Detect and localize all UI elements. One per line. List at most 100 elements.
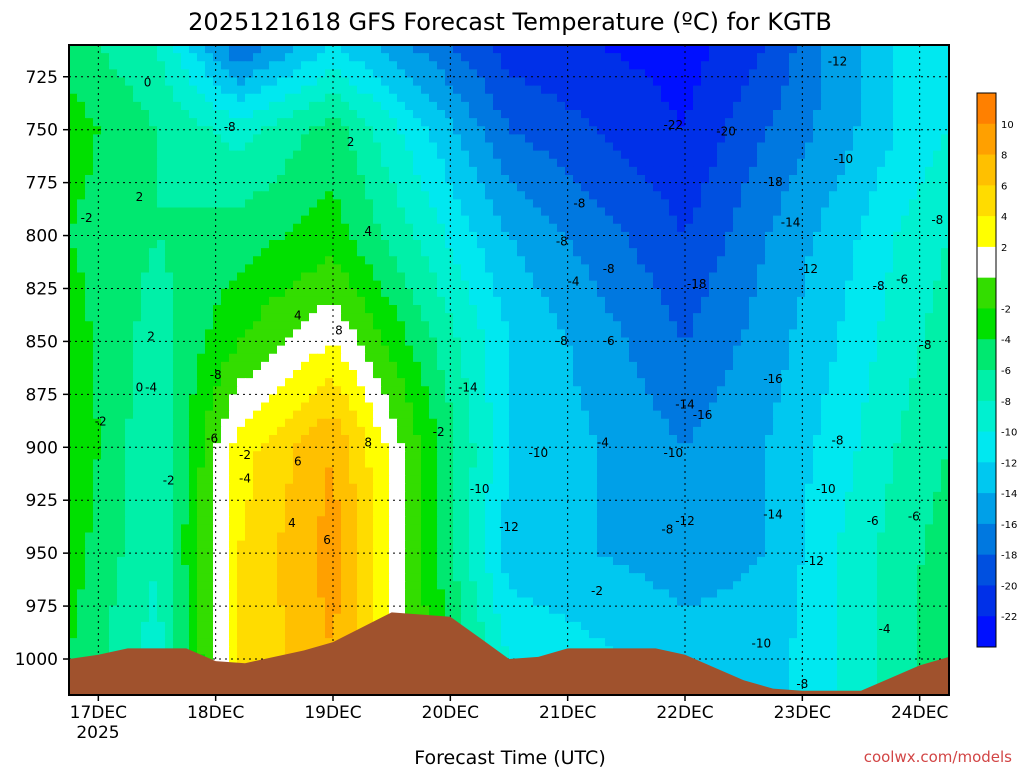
heatmap-cell: [709, 264, 718, 274]
heatmap-cell: [205, 93, 214, 103]
heatmap-cell: [365, 313, 374, 322]
heatmap-cell: [221, 272, 230, 282]
heatmap-cell: [613, 378, 622, 387]
heatmap-cell: [773, 353, 782, 363]
heatmap-cell: [157, 402, 166, 412]
heatmap-cell: [861, 264, 870, 274]
heatmap-cell: [693, 272, 702, 282]
heatmap-cell: [909, 175, 918, 184]
heatmap-cell: [925, 280, 934, 290]
heatmap-cell: [453, 85, 462, 95]
heatmap-cell: [629, 85, 638, 95]
heatmap-cell: [357, 361, 366, 371]
heatmap-cell: [637, 215, 646, 225]
heatmap-cell: [125, 345, 134, 355]
heatmap-cell: [461, 215, 470, 225]
heatmap-cell: [429, 207, 438, 217]
heatmap-cell: [773, 166, 782, 176]
heatmap-cell: [205, 199, 214, 209]
heatmap-cell: [581, 53, 590, 62]
heatmap-cell: [845, 231, 854, 241]
heatmap-cell: [581, 248, 590, 257]
heatmap-cell: [853, 313, 862, 322]
heatmap-cell: [893, 126, 902, 135]
heatmap-cell: [925, 183, 934, 192]
heatmap-cell: [77, 410, 86, 420]
heatmap-cell: [717, 110, 726, 119]
heatmap-cell: [597, 337, 606, 347]
heatmap-cell: [245, 240, 254, 249]
heatmap-cell: [797, 321, 806, 330]
heatmap-cell: [413, 321, 422, 330]
heatmap-cell: [701, 386, 710, 395]
heatmap-cell: [613, 126, 622, 135]
heatmap-cell: [797, 370, 806, 379]
heatmap-cell: [141, 85, 150, 95]
heatmap-cell: [677, 280, 686, 290]
heatmap-cell: [669, 240, 678, 249]
heatmap-cell: [685, 353, 694, 363]
heatmap-cell: [613, 158, 622, 168]
heatmap-cell: [437, 264, 446, 274]
heatmap-cell: [301, 150, 310, 160]
heatmap-cell: [533, 288, 542, 298]
heatmap-cell: [253, 191, 262, 200]
heatmap-cell: [565, 345, 574, 355]
heatmap-cell: [653, 345, 662, 355]
heatmap-cell: [93, 69, 102, 79]
heatmap-cell: [501, 158, 510, 168]
heatmap-cell: [477, 101, 486, 111]
heatmap-cell: [405, 118, 414, 127]
heatmap-cell: [133, 158, 142, 168]
heatmap-cell: [493, 101, 502, 111]
heatmap-cell: [221, 61, 230, 70]
heatmap-cell: [717, 175, 726, 184]
heatmap-cell: [357, 394, 366, 404]
heatmap-cell: [533, 85, 542, 95]
heatmap-cell: [477, 296, 486, 306]
heatmap-cell: [805, 45, 814, 54]
heatmap-cell: [837, 45, 846, 54]
heatmap-cell: [749, 223, 758, 233]
heatmap-cell: [773, 223, 782, 233]
heatmap-cell: [301, 256, 310, 265]
heatmap-cell: [829, 370, 838, 379]
heatmap-cell: [189, 101, 198, 111]
heatmap-cell: [933, 321, 942, 330]
heatmap-cell: [77, 361, 86, 371]
heatmap-cell: [205, 215, 214, 225]
heatmap-cell: [829, 118, 838, 127]
heatmap-cell: [133, 150, 142, 160]
heatmap-cell: [893, 313, 902, 322]
heatmap-cell: [733, 69, 742, 79]
heatmap-cell: [93, 370, 102, 379]
heatmap-cell: [85, 288, 94, 298]
heatmap-cell: [213, 191, 222, 200]
heatmap-cell: [877, 45, 886, 54]
heatmap-cell: [677, 223, 686, 233]
heatmap-cell: [813, 199, 822, 209]
heatmap-cell: [733, 402, 742, 412]
heatmap-cell: [245, 378, 254, 387]
heatmap-cell: [605, 264, 614, 274]
heatmap-cell: [629, 45, 638, 54]
heatmap-cell: [157, 240, 166, 249]
heatmap-cell: [517, 45, 526, 54]
heatmap-cell: [725, 329, 734, 339]
heatmap-cell: [341, 345, 350, 355]
heatmap-cell: [461, 280, 470, 290]
heatmap-cell: [597, 85, 606, 95]
heatmap-cell: [197, 158, 206, 168]
heatmap-cell: [533, 166, 542, 176]
heatmap-cell: [181, 256, 190, 265]
heatmap-cell: [213, 248, 222, 257]
heatmap-cell: [397, 370, 406, 379]
heatmap-cell: [85, 207, 94, 217]
heatmap-cell: [93, 77, 102, 87]
heatmap-cell: [597, 45, 606, 54]
heatmap-cell: [261, 345, 270, 355]
heatmap-cell: [621, 288, 630, 298]
heatmap-cell: [509, 386, 518, 395]
heatmap-cell: [477, 61, 486, 70]
heatmap-cell: [629, 223, 638, 233]
